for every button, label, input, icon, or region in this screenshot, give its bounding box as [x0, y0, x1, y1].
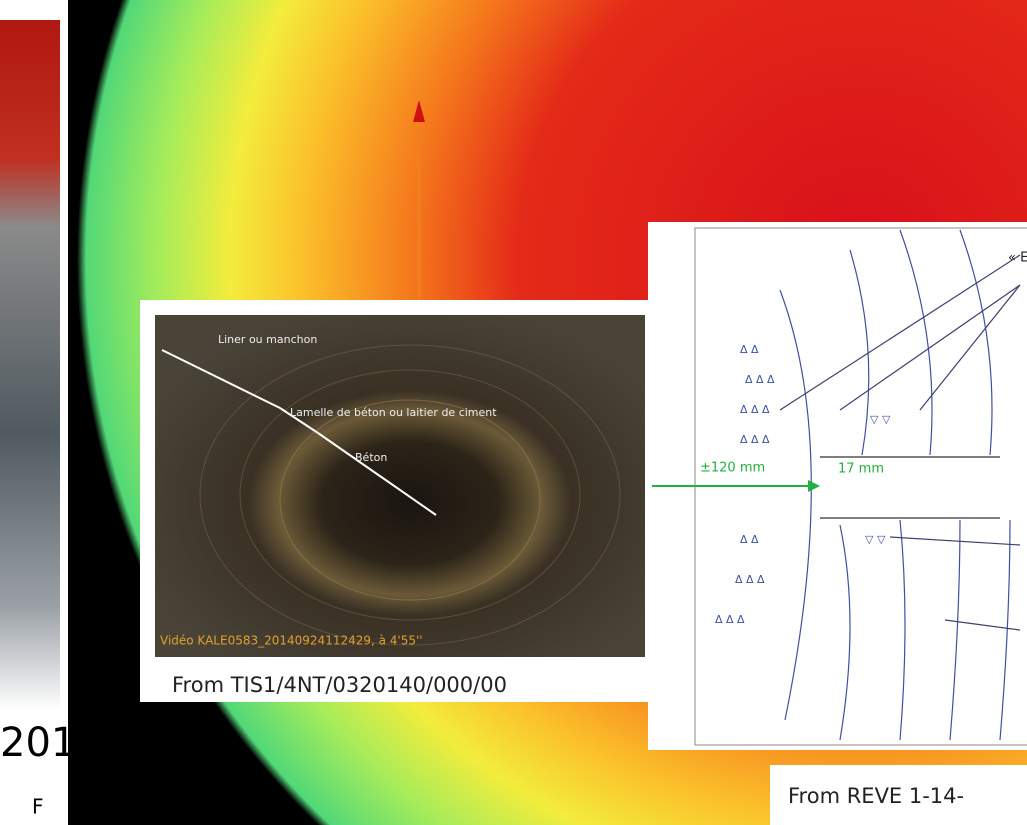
- svg-text:Δ Δ Δ: Δ Δ Δ: [735, 573, 765, 586]
- svg-text:▽ ▽: ▽ ▽: [870, 413, 891, 426]
- photo-label: Liner ou manchon: [218, 333, 317, 346]
- photo-caption: From TIS1/4NT/0320140/000/00: [172, 673, 507, 697]
- year-text: 201: [0, 720, 76, 766]
- svg-text:Δ Δ Δ: Δ Δ Δ: [740, 433, 770, 446]
- photo-label: Béton: [355, 451, 387, 464]
- distance-label: ±120 mm: [700, 461, 765, 476]
- svg-text:Δ Δ: Δ Δ: [740, 533, 759, 546]
- sketch-caption: From REVE 1-14-: [788, 784, 964, 808]
- photo-label: Lamelle de béton ou laitier de ciment: [290, 406, 497, 419]
- video-caption: Vidéo KALE0583_20140924112429, à 4'55'': [160, 634, 423, 648]
- slide: 201 F Liner ou manchon Lamelle de béton …: [0, 0, 1027, 825]
- svg-text:▽ ▽: ▽ ▽: [865, 533, 886, 546]
- left-photo: [0, 20, 60, 710]
- svg-text:Δ Δ Δ: Δ Δ Δ: [740, 403, 770, 416]
- svg-text:Δ Δ: Δ Δ: [740, 343, 759, 356]
- svg-text:Δ Δ Δ: Δ Δ Δ: [715, 613, 745, 626]
- letter-text: F: [32, 795, 44, 819]
- svg-text:Δ Δ Δ: Δ Δ Δ: [745, 373, 775, 386]
- width-label: 17 mm: [838, 462, 884, 477]
- sketch-label: « E: [1008, 251, 1027, 266]
- photo: [155, 315, 645, 657]
